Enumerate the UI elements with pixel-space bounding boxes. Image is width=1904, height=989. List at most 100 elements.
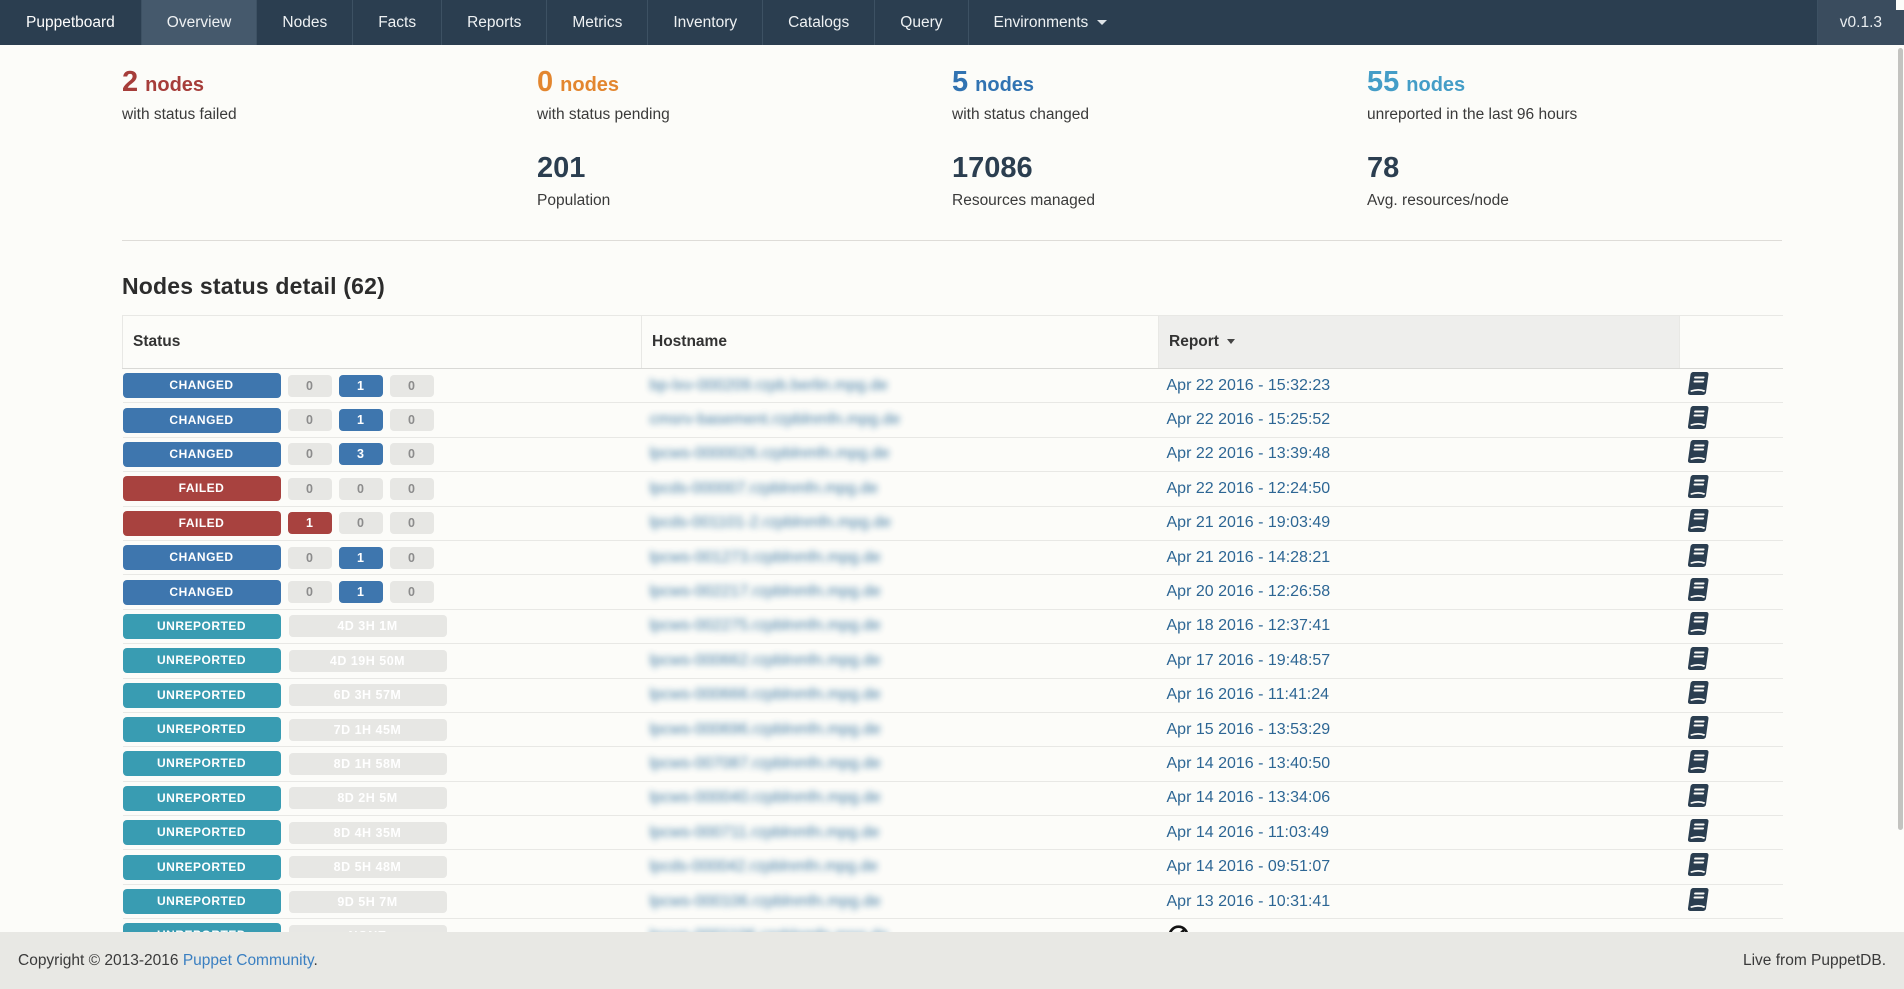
status-cell: UNREPORTED 8D 2H 5M	[122, 780, 642, 816]
table-row: CHANGED 0 1 0 bp-lxv-000209.rzpb.berlin.mpg.…	[122, 367, 1783, 403]
hostname-link[interactable]: lpcws-000666.rzpblnmfn.mpg.de	[649, 686, 881, 704]
report-book-link[interactable]	[1686, 715, 1709, 740]
report-book-link[interactable]	[1686, 371, 1709, 396]
report-date-link[interactable]: Apr 17 2016 - 19:48:57	[1166, 651, 1331, 669]
scrollbar-thumb[interactable]	[1898, 48, 1903, 830]
report-date-link[interactable]: Apr 14 2016 - 11:03:49	[1166, 823, 1330, 841]
report-date-link[interactable]: Apr 21 2016 - 19:03:49	[1166, 514, 1331, 532]
report-book-link[interactable]	[1686, 611, 1709, 636]
report-cell: Apr 17 2016 - 19:48:57	[1158, 643, 1680, 679]
report-icon-cell	[1679, 539, 1783, 575]
event-count-badge: 0	[389, 409, 434, 432]
report-cell: Apr 22 2016 - 12:24:50	[1158, 471, 1680, 507]
hostname-link[interactable]: lpcws-000662.rzpblnmfn.mpg.de	[649, 651, 881, 669]
report-date-link[interactable]: Apr 20 2016 - 12:26:58	[1166, 583, 1331, 601]
report-date-link[interactable]: Apr 15 2016 - 13:53:29	[1166, 720, 1331, 738]
hostname-link[interactable]: cmsrv-basement.rzpblnmfn.mpg.de	[649, 411, 901, 429]
nav-item-environments[interactable]: Environments	[967, 0, 1133, 45]
stat-spacer	[122, 151, 537, 211]
report-date-link[interactable]: Apr 14 2016 - 13:34:06	[1166, 789, 1331, 807]
report-book-link[interactable]	[1686, 439, 1709, 464]
hostname-link[interactable]: lpcws-002217.rzpblnmfn.mpg.de	[649, 583, 881, 601]
report-book-link[interactable]	[1686, 543, 1709, 568]
report-date-link[interactable]: Apr 22 2016 - 12:24:50	[1166, 479, 1331, 497]
report-icon-cell	[1679, 677, 1783, 713]
report-book-link[interactable]	[1686, 646, 1709, 671]
navbar-brand[interactable]: Puppetboard	[26, 13, 115, 31]
hostname-link[interactable]: lpcws-001273.rzpblnmfn.mpg.de	[649, 548, 881, 566]
report-date-link[interactable]: Apr 22 2016 - 15:32:23	[1166, 376, 1331, 394]
report-book-link[interactable]	[1686, 680, 1709, 705]
status-cell: CHANGED 0 1 0	[122, 539, 642, 575]
nodes-status-table: Status Hostname Report CHANGED 0 1 0 bp-lxv-…	[122, 315, 1783, 953]
report-date-link[interactable]: Apr 16 2016 - 11:41:24	[1166, 686, 1330, 704]
report-book-link[interactable]	[1686, 887, 1709, 912]
nav-item-overview[interactable]: Overview	[140, 0, 257, 45]
stat-population: 201 Population	[537, 151, 952, 211]
nav-item-catalogs[interactable]: Catalogs	[762, 0, 874, 45]
unreported-duration-badge: 4D 19H 50M	[288, 649, 447, 672]
report-date-link[interactable]: Apr 22 2016 - 13:39:48	[1166, 445, 1331, 463]
report-cell: Apr 13 2016 - 10:31:41	[1158, 883, 1680, 919]
stat-label: unreported in the last 96 hours	[1367, 106, 1578, 123]
hostname-link[interactable]: lpcws-000040.rzpblnmfn.mpg.de	[649, 789, 881, 807]
event-count-badge: 0	[389, 581, 434, 604]
hostname-link[interactable]: lpcws-000711.rzpblnmfn.mpg.de	[649, 823, 880, 841]
status-cell: UNREPORTED 6D 3H 57M	[122, 677, 642, 713]
report-book-link[interactable]	[1686, 818, 1709, 843]
status-summary-row: 2 nodes with status failed 0 nodes with st…	[122, 45, 1782, 125]
hostname-cell: lpcds-000007.rzpblnmfn.mpg.de	[641, 471, 1159, 507]
event-count-badge: 0	[389, 374, 434, 397]
report-date-link[interactable]: Apr 21 2016 - 14:28:21	[1166, 548, 1331, 566]
puppet-community-link[interactable]: Puppet Community	[182, 951, 314, 969]
report-book-link[interactable]	[1686, 577, 1709, 602]
table-row: CHANGED 0 1 0 lpcws-002217.rzpblnmfn.mpg.de A…	[122, 574, 1783, 610]
hostname-link[interactable]: lpcds-000007.rzpblnmfn.mpg.de	[649, 479, 879, 497]
report-book-link[interactable]	[1686, 474, 1709, 499]
stat-changed: 5 nodes with status changed	[952, 65, 1367, 125]
nav-item-reports[interactable]: Reports	[441, 0, 546, 45]
hostname-link[interactable]: lpcws-0000026.rzpblnmfn.mpg.de	[649, 445, 890, 463]
hostname-link[interactable]: lpcws-000106.rzpblnmfn.mpg.de	[649, 892, 881, 910]
report-date-link[interactable]: Apr 14 2016 - 09:51:07	[1166, 858, 1331, 876]
nav-item-metrics[interactable]: Metrics	[546, 0, 647, 45]
report-date-link[interactable]: Apr 22 2016 - 15:25:52	[1166, 411, 1331, 429]
hostname-link[interactable]: bp-lxv-000209.rzpb.berlin.mpg.de	[649, 376, 888, 394]
report-date-link[interactable]: Apr 13 2016 - 10:31:41	[1166, 892, 1331, 910]
table-row: CHANGED 0 3 0 lpcws-0000026.rzpblnmfn.mpg.de…	[122, 436, 1783, 472]
hostname-link[interactable]: lpcws-007087.rzpblnmfn.mpg.de	[649, 754, 881, 772]
report-icon-cell	[1679, 780, 1783, 816]
hostname-link[interactable]: lpcds-000042.rzpblnmfn.mpg.de	[649, 858, 879, 876]
hostname-link[interactable]: lpcws-000696.rzpblnmfn.mpg.de	[649, 720, 881, 738]
report-book-link[interactable]	[1686, 405, 1709, 430]
stat-label: Resources managed	[952, 192, 1096, 209]
nav-item-nodes[interactable]: Nodes	[256, 0, 352, 45]
report-book-link[interactable]	[1686, 749, 1709, 774]
report-cell: Apr 14 2016 - 13:40:50	[1158, 746, 1680, 782]
column-header-status[interactable]: Status	[122, 315, 642, 369]
hostname-cell: lpcds-000042.rzpblnmfn.mpg.de	[641, 849, 1159, 885]
nav-item-inventory[interactable]: Inventory	[647, 0, 762, 45]
book-icon	[1687, 509, 1709, 533]
nav-item-facts[interactable]: Facts	[352, 0, 441, 45]
chevron-down-icon	[1097, 20, 1108, 25]
column-header-report[interactable]: Report	[1158, 315, 1680, 369]
version-badge: v0.1.3	[1816, 0, 1904, 45]
book-icon	[1687, 818, 1709, 842]
status-badge: UNREPORTED	[122, 889, 281, 915]
nav-item-query[interactable]: Query	[874, 0, 967, 45]
status-badge: UNREPORTED	[122, 854, 281, 880]
report-book-link[interactable]	[1686, 852, 1709, 877]
unreported-duration-badge: 8D 5H 48M	[288, 856, 447, 879]
report-book-link[interactable]	[1686, 508, 1709, 533]
hostname-cell: lpcws-007087.rzpblnmfn.mpg.de	[641, 746, 1159, 782]
report-date-link[interactable]: Apr 14 2016 - 13:40:50	[1166, 754, 1331, 772]
section-divider	[122, 240, 1782, 241]
hostname-link[interactable]: lpcws-002275.rzpblnmfn.mpg.de	[649, 617, 881, 635]
report-date-link[interactable]: Apr 18 2016 - 12:37:41	[1166, 617, 1331, 635]
column-header-hostname[interactable]: Hostname	[641, 315, 1159, 369]
event-count-badge: 1	[338, 581, 383, 604]
hostname-cell: bp-lxv-000209.rzpb.berlin.mpg.de	[641, 367, 1159, 403]
report-book-link[interactable]	[1686, 783, 1709, 808]
hostname-link[interactable]: lpcds-001101-2.rzpblnmfn.mpg.de	[649, 514, 892, 532]
